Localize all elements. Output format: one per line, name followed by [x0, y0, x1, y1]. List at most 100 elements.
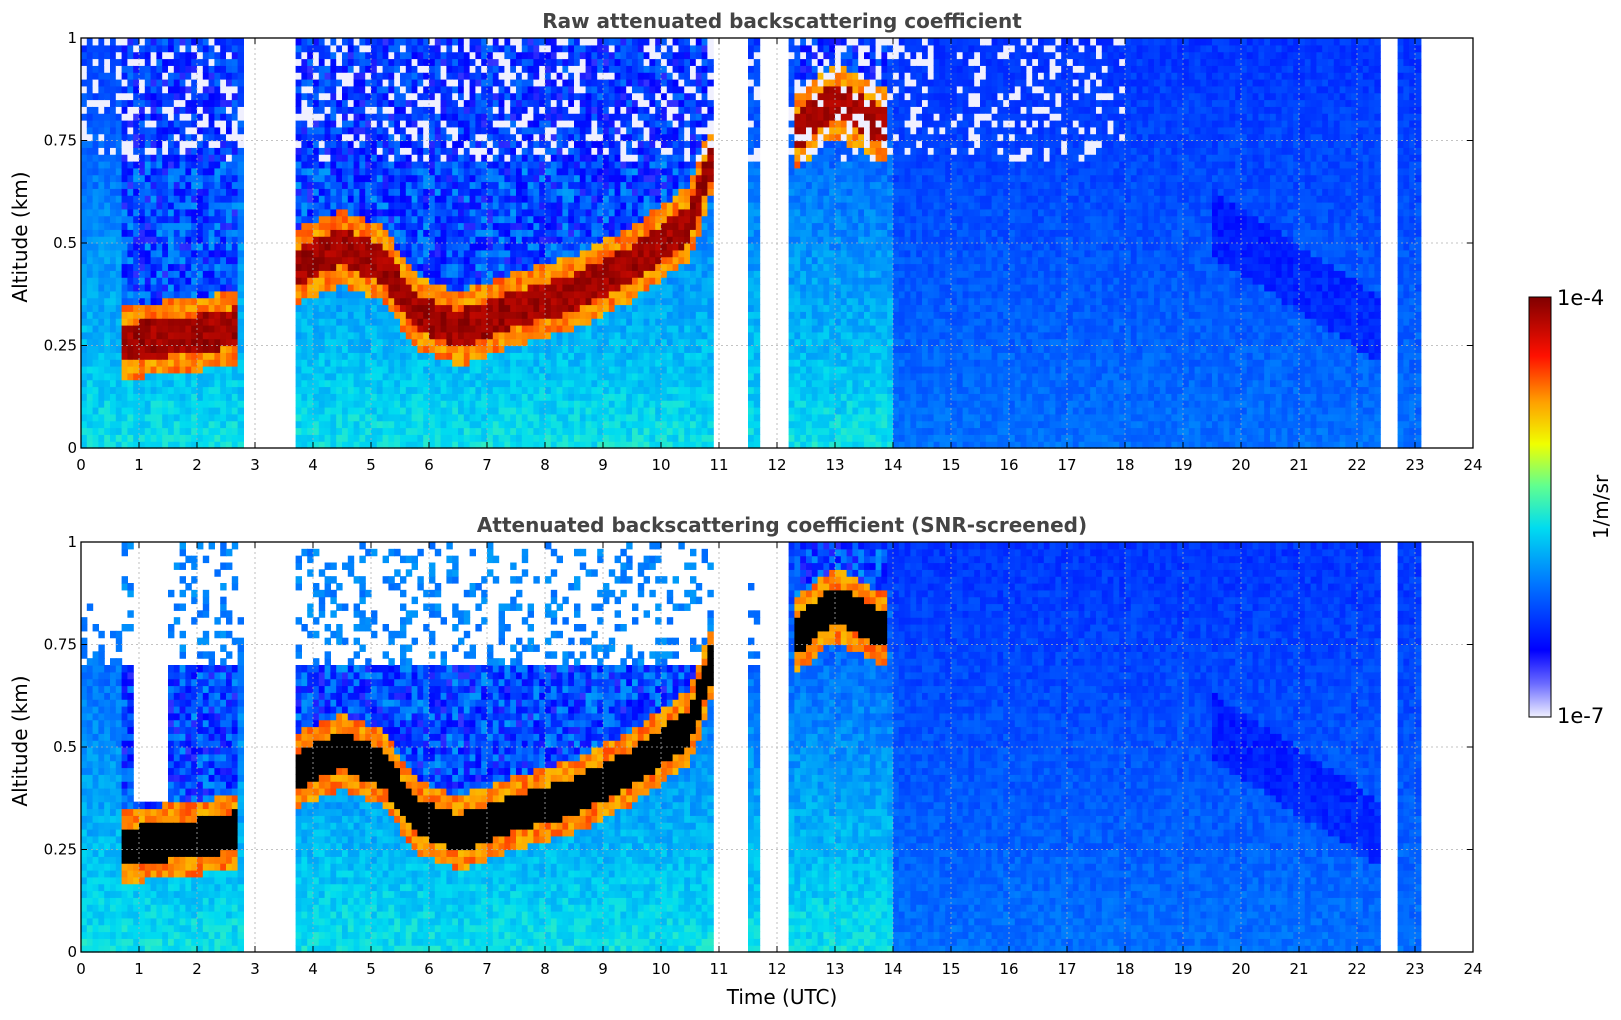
heat-cell — [475, 174, 482, 183]
heat-cell — [452, 181, 459, 189]
heat-cell — [324, 92, 331, 101]
heat-cell — [191, 215, 198, 224]
heat-cell — [144, 188, 152, 196]
heat-cell — [603, 249, 610, 258]
heat-cell — [585, 58, 592, 66]
heat-cell — [481, 106, 488, 114]
heat-cell — [81, 304, 88, 312]
heat-cell — [533, 304, 540, 312]
heat-cell — [487, 284, 494, 292]
heat-cell — [539, 120, 546, 128]
heat-cell — [353, 202, 360, 210]
heat-cell — [330, 51, 337, 60]
heat-cell — [574, 154, 581, 162]
heat-cell — [527, 72, 534, 80]
heat-cell — [214, 140, 221, 148]
heat-cell — [382, 263, 389, 271]
heat-cell — [603, 393, 610, 401]
heat-cell — [162, 195, 169, 203]
heat-cell — [481, 413, 488, 422]
heat-cell — [313, 181, 320, 189]
heat-cell — [313, 372, 320, 381]
heat-cell — [516, 44, 523, 53]
heat-cell — [231, 174, 239, 183]
heat-cell — [446, 120, 453, 128]
heat-cell — [318, 393, 326, 401]
heat-cell — [510, 85, 517, 94]
heat-cell — [295, 366, 302, 374]
heat-cell — [417, 277, 424, 285]
heat-cell — [556, 222, 563, 230]
heat-cell — [510, 338, 517, 347]
heat-cell — [492, 400, 500, 408]
heat-cell — [475, 400, 482, 408]
heat-cell — [434, 236, 442, 244]
heat-cell — [342, 372, 349, 381]
heat-cell — [220, 441, 227, 449]
heat-cell — [185, 393, 192, 401]
heat-cell — [179, 366, 186, 374]
heat-cell — [510, 325, 517, 333]
heat-cell — [458, 338, 465, 347]
heat-cell — [504, 413, 511, 422]
heat-cell — [550, 366, 558, 374]
heat-cell — [463, 208, 471, 217]
heat-cell — [179, 154, 186, 162]
heat-cell — [521, 311, 529, 319]
heat-cell — [510, 215, 517, 224]
heat-cell — [556, 345, 563, 353]
heat-cell — [121, 147, 128, 155]
heat-cell — [568, 263, 575, 271]
heat-cell — [295, 434, 302, 442]
heat-cell — [347, 140, 355, 148]
heat-cell — [492, 133, 500, 142]
heat-cell — [347, 65, 355, 73]
heat-cell — [156, 202, 163, 210]
heat-cell — [504, 427, 511, 435]
heat-cell — [516, 133, 523, 142]
heat-cell — [202, 304, 210, 312]
heat-cell — [550, 386, 558, 394]
heat-cell — [434, 413, 442, 422]
heat-cell — [324, 400, 331, 408]
heat-cell — [168, 38, 175, 46]
heat-cell — [185, 120, 192, 128]
heat-cell — [475, 352, 482, 360]
heat-cell — [197, 99, 204, 107]
heat-cell — [382, 202, 389, 210]
heat-cell — [150, 352, 157, 360]
heat-cell — [516, 427, 523, 435]
heat-cell — [469, 79, 476, 87]
heat-cell — [98, 413, 105, 422]
heat-cell — [469, 126, 476, 135]
heat-cell — [417, 126, 424, 135]
heat-cell — [168, 311, 175, 319]
heat-cell — [86, 181, 94, 189]
heat-cell — [556, 106, 563, 114]
heat-cell — [226, 140, 233, 148]
heat-cell — [168, 243, 175, 251]
heat-cell — [359, 195, 366, 203]
heat-cell — [226, 277, 233, 285]
heat-cell — [492, 181, 500, 189]
heat-cell — [429, 85, 436, 94]
heat-cell — [434, 379, 442, 388]
heat-cell — [81, 99, 88, 107]
heat-cell — [458, 92, 465, 101]
heat-cell — [452, 393, 459, 401]
heat-cell — [353, 215, 360, 224]
heat-cell — [202, 72, 210, 80]
heat-cell — [405, 51, 413, 60]
heat-cell — [533, 99, 540, 107]
heat-cell — [405, 393, 413, 401]
heat-cell — [173, 386, 181, 394]
heat-cell — [220, 434, 227, 442]
heat-cell — [492, 229, 500, 237]
heat-cell — [475, 44, 482, 53]
heat-cell — [475, 181, 482, 189]
heat-cell — [400, 140, 407, 148]
heat-cell — [295, 345, 302, 353]
heat-cell — [347, 311, 355, 319]
heat-cell — [86, 359, 94, 367]
heat-cell — [202, 284, 210, 292]
